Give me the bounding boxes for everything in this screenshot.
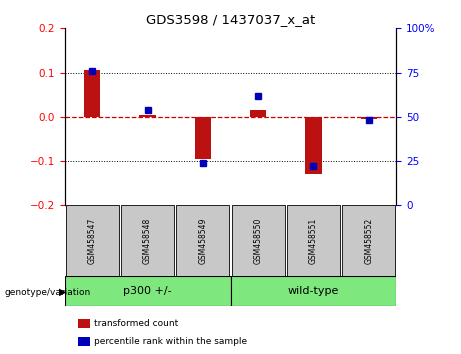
Text: GSM458551: GSM458551 bbox=[309, 218, 318, 264]
Bar bbox=[361, 117, 377, 119]
FancyBboxPatch shape bbox=[230, 276, 396, 306]
FancyBboxPatch shape bbox=[65, 205, 119, 276]
Text: p300 +/-: p300 +/- bbox=[123, 286, 172, 296]
Text: GSM458548: GSM458548 bbox=[143, 218, 152, 264]
Bar bbox=[305, 117, 322, 175]
Bar bbox=[139, 115, 156, 117]
FancyBboxPatch shape bbox=[176, 205, 230, 276]
Text: transformed count: transformed count bbox=[94, 319, 178, 329]
Text: wild-type: wild-type bbox=[288, 286, 339, 296]
Text: GSM458552: GSM458552 bbox=[364, 218, 373, 264]
Title: GDS3598 / 1437037_x_at: GDS3598 / 1437037_x_at bbox=[146, 13, 315, 26]
Text: GSM458550: GSM458550 bbox=[254, 217, 263, 264]
Text: GSM458549: GSM458549 bbox=[198, 217, 207, 264]
Text: percentile rank within the sample: percentile rank within the sample bbox=[94, 337, 247, 346]
Bar bbox=[250, 110, 266, 117]
FancyBboxPatch shape bbox=[342, 205, 396, 276]
Text: GSM458547: GSM458547 bbox=[88, 217, 97, 264]
Bar bbox=[84, 70, 100, 117]
Text: ▶: ▶ bbox=[59, 287, 66, 297]
Bar bbox=[195, 117, 211, 159]
FancyBboxPatch shape bbox=[231, 205, 285, 276]
FancyBboxPatch shape bbox=[287, 205, 340, 276]
FancyBboxPatch shape bbox=[121, 205, 174, 276]
FancyBboxPatch shape bbox=[65, 276, 230, 306]
Text: genotype/variation: genotype/variation bbox=[5, 287, 91, 297]
